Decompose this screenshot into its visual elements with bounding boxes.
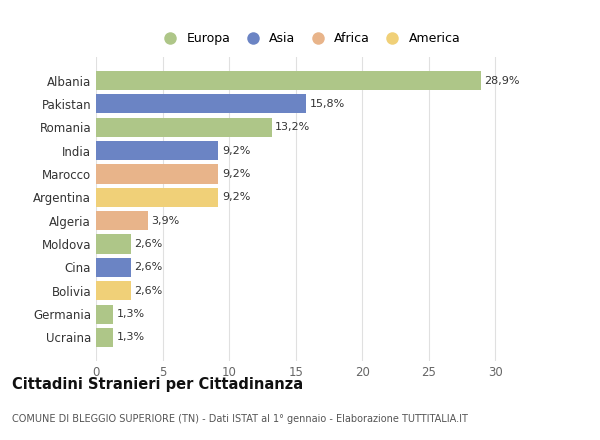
Text: 1,3%: 1,3% — [116, 309, 145, 319]
Text: 3,9%: 3,9% — [151, 216, 179, 226]
Text: 9,2%: 9,2% — [222, 169, 250, 179]
Bar — [96, 141, 218, 160]
Text: 2,6%: 2,6% — [134, 262, 162, 272]
Text: 13,2%: 13,2% — [275, 122, 310, 132]
Bar — [96, 328, 113, 347]
Legend: Europa, Asia, Africa, America: Europa, Asia, Africa, America — [152, 27, 466, 50]
Text: 28,9%: 28,9% — [484, 76, 520, 85]
Bar — [96, 258, 131, 277]
Text: Cittadini Stranieri per Cittadinanza: Cittadini Stranieri per Cittadinanza — [12, 378, 303, 392]
Text: 9,2%: 9,2% — [222, 146, 250, 156]
Bar — [96, 165, 218, 183]
Text: 2,6%: 2,6% — [134, 239, 162, 249]
Bar — [96, 281, 131, 300]
Text: 2,6%: 2,6% — [134, 286, 162, 296]
Text: 1,3%: 1,3% — [116, 333, 145, 342]
Bar — [96, 304, 113, 324]
Text: 15,8%: 15,8% — [310, 99, 345, 109]
Text: COMUNE DI BLEGGIO SUPERIORE (TN) - Dati ISTAT al 1° gennaio - Elaborazione TUTTI: COMUNE DI BLEGGIO SUPERIORE (TN) - Dati … — [12, 414, 468, 425]
Bar — [96, 94, 307, 114]
Bar — [96, 118, 272, 137]
Bar — [96, 188, 218, 207]
Bar — [96, 235, 131, 253]
Bar — [96, 211, 148, 230]
Bar — [96, 71, 481, 90]
Text: 9,2%: 9,2% — [222, 192, 250, 202]
